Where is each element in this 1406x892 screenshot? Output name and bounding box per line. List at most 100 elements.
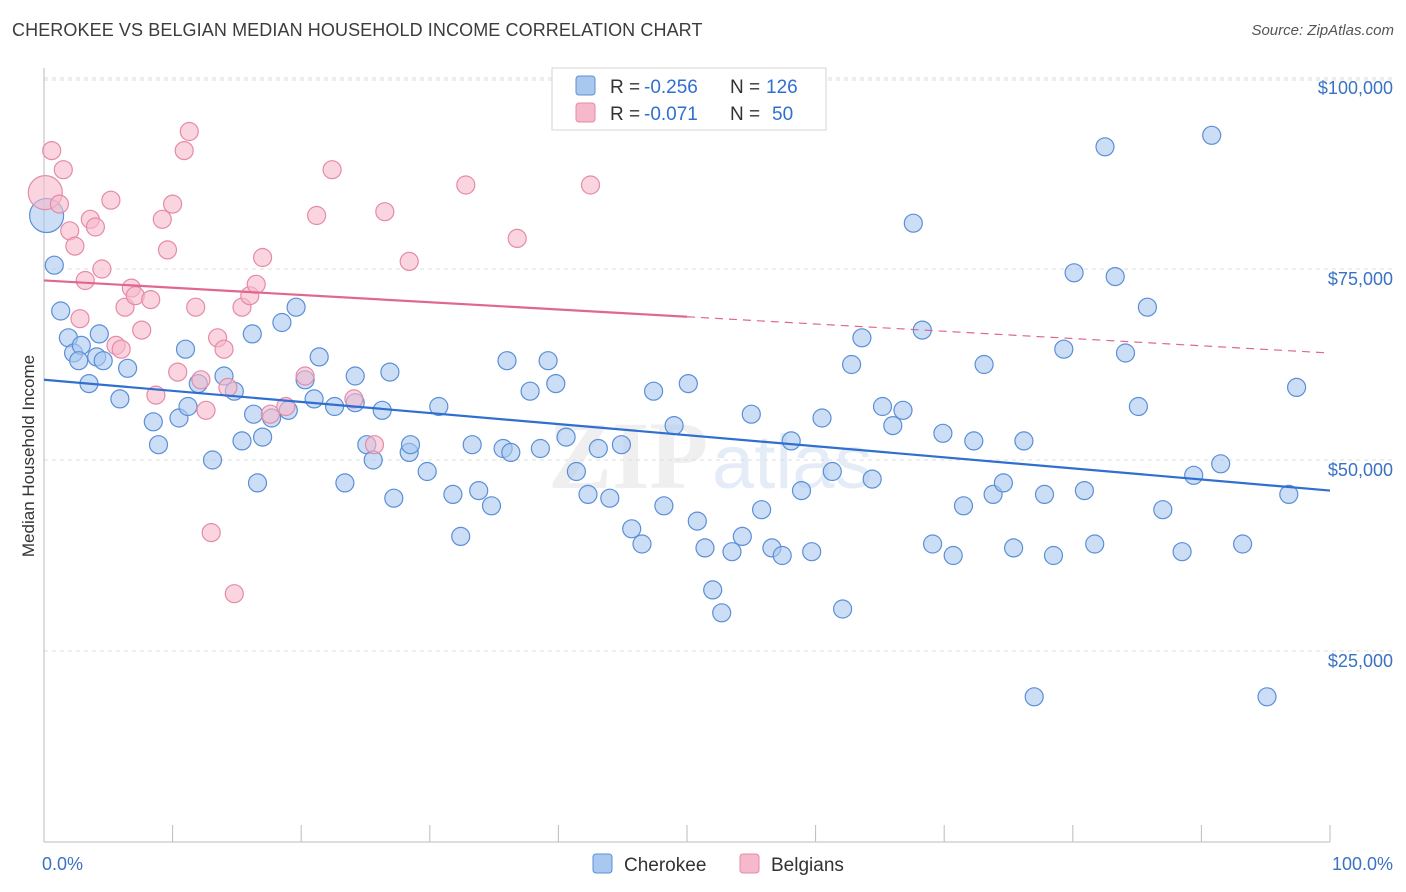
cherokee-point-8 xyxy=(93,351,113,371)
cherokee-point-34 xyxy=(325,396,345,417)
belgian-point-37 xyxy=(253,247,273,268)
cherokee-point-79 xyxy=(772,545,792,566)
belgian-point-48 xyxy=(507,228,527,248)
cherokee-point-17 xyxy=(202,450,223,470)
cherokee-point-55 xyxy=(530,438,551,459)
belgian-point-40 xyxy=(295,366,315,386)
cherokee-point-113 xyxy=(1115,343,1136,363)
belgian-point-3 xyxy=(53,160,73,180)
belgian-point-23 xyxy=(168,362,188,382)
legend-n-label-2: N = xyxy=(730,104,760,125)
cherokee-point-114 xyxy=(1128,396,1149,417)
cherokee-point-120 xyxy=(1211,454,1231,474)
legend-n-label-1: N = xyxy=(730,77,760,98)
cherokee-point-122 xyxy=(1257,687,1277,707)
belgian-point-41 xyxy=(307,205,327,226)
cherokee-point-47 xyxy=(443,484,463,504)
belgian-point-33 xyxy=(224,584,244,604)
cherokee-point-86 xyxy=(841,354,862,375)
y-axis-label: Median Household Income xyxy=(19,355,38,557)
cherokee-point-112 xyxy=(1105,267,1125,287)
belgian-point-28 xyxy=(196,400,216,420)
cherokee-point-91 xyxy=(893,400,913,420)
belgian-point-22 xyxy=(163,194,183,214)
belgian-point-43 xyxy=(344,389,364,409)
y-tick-label-0: $25,000 xyxy=(1328,651,1393,671)
cherokee-point-101 xyxy=(993,473,1014,493)
cherokee-point-103 xyxy=(1014,431,1034,451)
cherokee-point-104 xyxy=(1024,687,1044,707)
cherokee-point-44 xyxy=(400,435,421,455)
belgian-point-7 xyxy=(75,270,95,291)
cherokee-point-16 xyxy=(178,396,198,417)
x-tick-label-1: 100.0% xyxy=(1332,854,1393,874)
cherokee-point-21 xyxy=(232,431,252,451)
cherokee-point-83 xyxy=(812,408,832,428)
belgian-point-36 xyxy=(246,274,266,294)
cherokee-point-64 xyxy=(622,519,642,539)
cherokee-point-102 xyxy=(1003,538,1024,558)
cherokee-point-68 xyxy=(664,416,684,436)
belgian-point-42 xyxy=(322,160,342,180)
cherokee-point-99 xyxy=(974,354,994,375)
cherokee-point-43 xyxy=(380,362,400,382)
cherokee-point-62 xyxy=(600,488,620,508)
cherokee-point-22 xyxy=(242,324,262,344)
cherokee-point-6 xyxy=(69,351,89,371)
cherokee-point-125 xyxy=(497,351,517,371)
belgian-point-27 xyxy=(191,370,211,390)
cherokee-point-26 xyxy=(247,473,268,493)
bottom-legend: Cherokee Belgians xyxy=(592,853,844,876)
cherokee-point-124 xyxy=(1286,377,1307,397)
cherokee-point-2 xyxy=(51,301,71,321)
chart-title: CHEROKEE VS BELGIAN MEDIAN HOUSEHOLD INC… xyxy=(12,20,703,40)
cherokee-point-76 xyxy=(741,404,761,424)
cherokee-point-109 xyxy=(1074,481,1095,501)
cherokee-point-46 xyxy=(429,396,449,417)
cherokee-point-53 xyxy=(501,442,521,462)
cherokee-point-59 xyxy=(566,461,587,482)
cherokee-point-51 xyxy=(481,496,502,516)
trend-lines xyxy=(43,279,1331,492)
belgian-point-24 xyxy=(174,141,194,161)
cherokee-point-87 xyxy=(852,328,872,348)
bottom-legend-swatch-cherokee xyxy=(592,853,613,874)
belgian-point-44 xyxy=(364,435,385,455)
cherokee-point-70 xyxy=(687,511,707,531)
cherokee-point-110 xyxy=(1085,534,1105,554)
belgian-point-26 xyxy=(186,297,206,317)
belgian-point-46 xyxy=(399,251,419,271)
legend-swatch-cherokee xyxy=(575,75,596,96)
cherokee-point-60 xyxy=(578,484,598,504)
legend-swatch-belgians xyxy=(575,102,596,123)
cherokee-point-50 xyxy=(469,481,489,501)
cherokee-point-97 xyxy=(953,496,974,516)
belgian-point-49 xyxy=(580,175,601,195)
cherokee-point-30 xyxy=(286,297,306,317)
belgian-point-10 xyxy=(92,259,112,279)
cherokee-point-116 xyxy=(1153,500,1173,520)
cherokee-point-89 xyxy=(872,396,893,417)
belgian-point-9 xyxy=(85,217,106,237)
cherokee-point-11 xyxy=(110,389,130,409)
cherokee-point-25 xyxy=(253,427,273,447)
legend-n-value-2: 50 xyxy=(772,104,793,125)
belgian-point-47 xyxy=(456,175,476,195)
legend-r-value-2: -0.071 xyxy=(644,104,698,125)
cherokee-point-90 xyxy=(883,416,903,436)
legend-r-label-1: R = xyxy=(610,77,640,98)
cherokee-point-49 xyxy=(462,435,482,455)
belgian-point-13 xyxy=(111,339,131,359)
belgian-point-32 xyxy=(218,377,238,397)
cherokee-point-65 xyxy=(632,534,652,554)
cherokee-point-119 xyxy=(1202,125,1222,145)
cherokee-point-118 xyxy=(1184,465,1204,485)
cherokee-point-1 xyxy=(44,255,64,275)
belgian-point-18 xyxy=(141,290,161,310)
legend: R = -0.256 N = 126 R = -0.071 N = 50 xyxy=(551,67,827,131)
cherokee-point-12 xyxy=(143,412,163,432)
cherokee-point-35 xyxy=(335,473,355,493)
cherokee-point-72 xyxy=(703,580,723,600)
cherokee-point-80 xyxy=(781,431,801,451)
cherokee-point-75 xyxy=(732,526,752,547)
